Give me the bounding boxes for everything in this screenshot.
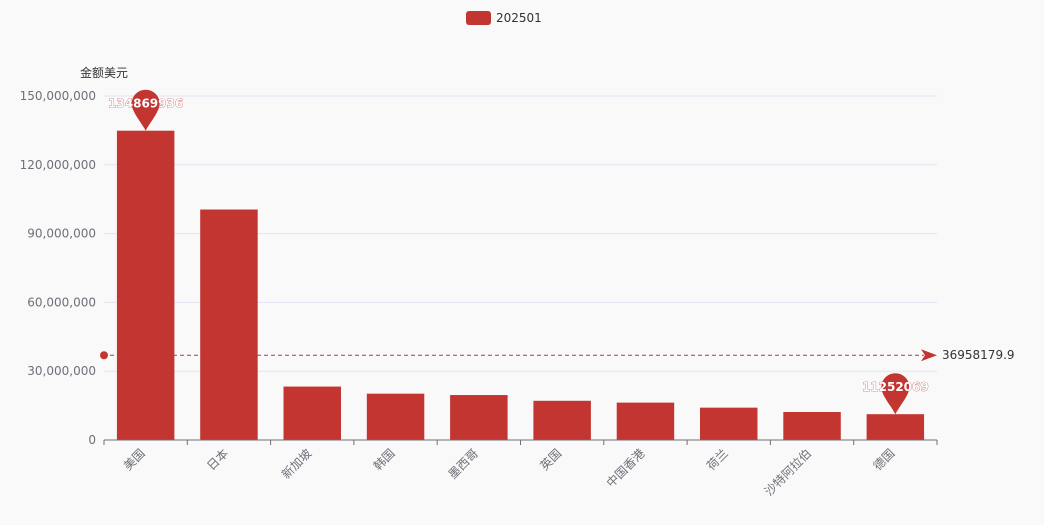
x-tick-label: 德国 <box>870 446 898 474</box>
legend-label[interactable]: 202501 <box>496 11 542 25</box>
legend[interactable]: 202501 <box>466 11 542 25</box>
x-tick-label: 中国香港 <box>603 446 648 491</box>
mark-point-pin[interactable]: 134869936 <box>108 89 184 131</box>
x-tick-label: 韩国 <box>370 446 398 474</box>
x-tick-label: 墨西哥 <box>446 446 481 481</box>
y-tick-label: 60,000,000 <box>27 295 96 309</box>
pin-value-label: 11252069 <box>862 380 929 394</box>
average-line-label: 36958179.9 <box>942 348 1015 362</box>
x-tick-label: 日本 <box>204 446 231 473</box>
x-axis: 美国 日本 新加坡 韩国 墨西哥 英国 中国香港 荷兰 沙特阿拉伯 德国 <box>103 439 938 499</box>
average-line-start-dot <box>100 351 108 360</box>
bar[interactable] <box>200 209 258 440</box>
bar[interactable] <box>533 400 591 440</box>
average-line: 36958179.9 <box>100 348 1015 362</box>
bar[interactable] <box>866 414 925 440</box>
mark-points[interactable]: 134869936 11252069 <box>108 89 929 415</box>
bar[interactable] <box>700 407 758 440</box>
mark-point-pin[interactable]: 11252069 <box>862 373 929 415</box>
bar[interactable] <box>616 402 675 440</box>
bar[interactable] <box>366 393 425 440</box>
x-tick-label: 沙特阿拉伯 <box>761 446 814 499</box>
y-tick-label: 90,000,000 <box>27 227 96 241</box>
bar[interactable] <box>116 130 175 440</box>
x-tick-label: 英国 <box>537 446 564 473</box>
y-tick-label: 30,000,000 <box>27 364 96 378</box>
x-tick-label: 荷兰 <box>704 446 731 473</box>
bar[interactable] <box>450 395 508 440</box>
average-line-arrow <box>921 349 937 362</box>
bar[interactable] <box>283 386 341 440</box>
pin-value-label: 134869936 <box>108 97 183 111</box>
legend-swatch[interactable] <box>466 11 491 25</box>
bar[interactable] <box>783 412 841 440</box>
y-tick-label: 150,000,000 <box>20 89 96 103</box>
y-axis-ticks: 0 30,000,000 60,000,000 90,000,000 120,000,0… <box>20 89 96 447</box>
pin-shape <box>131 89 160 131</box>
y-tick-label: 0 <box>88 433 96 447</box>
y-axis-title: 金额美元 <box>80 65 128 80</box>
bar-series[interactable] <box>116 130 925 440</box>
x-tick-label: 新加坡 <box>278 446 314 482</box>
x-tick-label: 美国 <box>121 446 148 473</box>
y-tick-label: 120,000,000 <box>20 158 96 172</box>
pin-shape <box>881 373 910 415</box>
